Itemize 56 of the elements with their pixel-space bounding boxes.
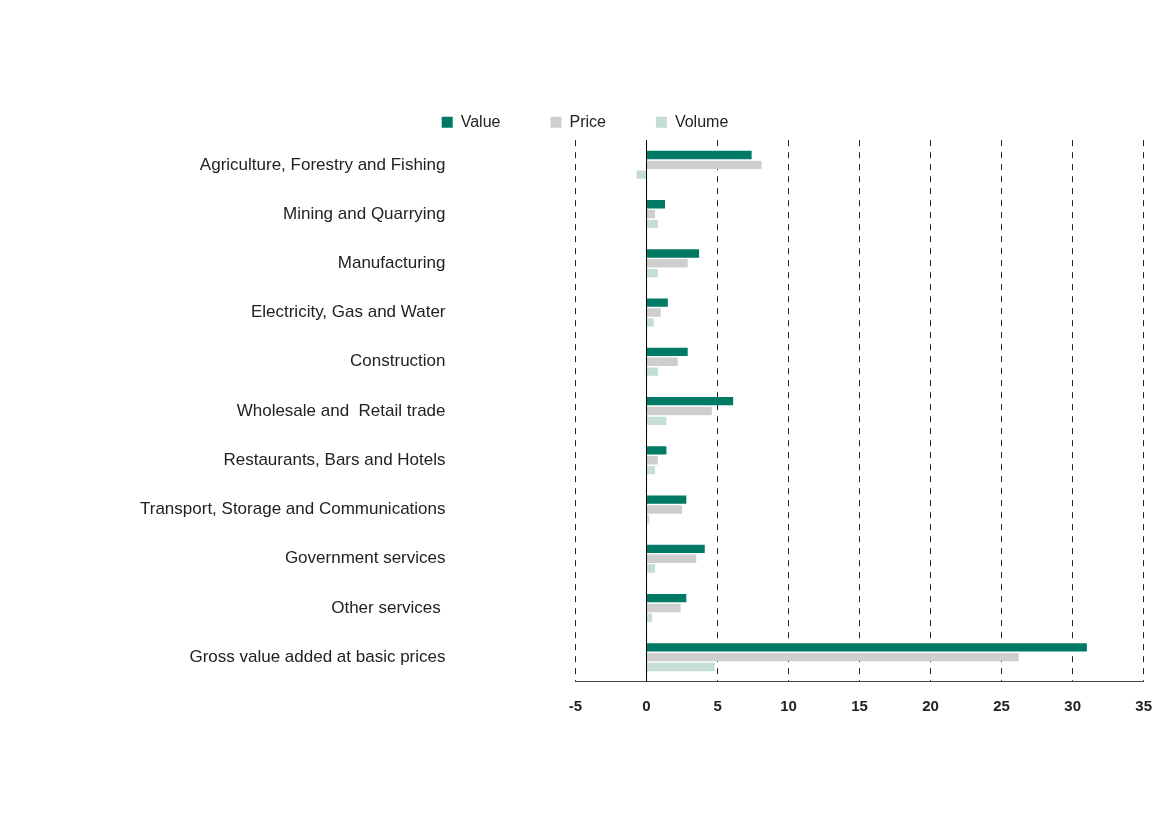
bar [647, 200, 665, 209]
bar [647, 209, 656, 219]
bar [647, 593, 687, 603]
bar [647, 298, 668, 307]
bar [647, 219, 658, 229]
bar [647, 446, 667, 455]
y-tick-label: Gross value added at basic prices [189, 646, 446, 666]
bar [647, 554, 697, 563]
x-tick-label: 25 [993, 696, 1010, 714]
bar [647, 396, 734, 406]
x-tick-label: 30 [1064, 696, 1081, 714]
x-tick-label: -5 [568, 696, 583, 714]
bar [647, 416, 667, 426]
bar [647, 564, 656, 573]
y-tick-label: Transport, Storage and Communications [139, 499, 446, 519]
bar [647, 259, 688, 268]
bar [647, 160, 762, 169]
bar [647, 495, 687, 504]
y-tick-label: Agriculture, Forestry and Fishing [199, 154, 446, 174]
bar [647, 318, 654, 327]
bar [647, 406, 712, 416]
x-tick-label: 35 [1135, 696, 1152, 714]
legend-label: Value [460, 112, 501, 130]
bar [647, 308, 661, 317]
bar [647, 544, 705, 554]
y-tick-label: Wholesale and Retail trade [236, 400, 446, 420]
y-tick-label: Restaurants, Bars and Hotels [223, 449, 446, 469]
bar [647, 268, 658, 278]
y-tick-label: Other services [331, 597, 446, 617]
x-tick-label: 0 [642, 696, 651, 714]
x-tick-label: 15 [851, 696, 868, 714]
x-tick-label: 5 [713, 696, 722, 714]
x-tick-label: 10 [780, 696, 797, 714]
y-tick-label: Government services [284, 548, 446, 568]
bar [647, 456, 658, 465]
bar [647, 662, 715, 672]
bar [647, 357, 678, 366]
bar [647, 150, 752, 160]
x-tick-label: 20 [922, 696, 939, 714]
bar [647, 643, 1087, 652]
bar [647, 653, 1019, 662]
bar [647, 505, 683, 514]
y-tick-label: Mining and Quarrying [282, 203, 446, 223]
bar [647, 603, 681, 613]
y-tick-label: Manufacturing [337, 252, 446, 272]
bar [647, 465, 656, 475]
bar [647, 613, 653, 622]
y-tick-label: Electricity, Gas and Water [250, 302, 446, 322]
bar [647, 347, 688, 357]
bar [647, 367, 658, 376]
bar [647, 515, 650, 524]
legend-label: Volume [674, 112, 729, 130]
bar [636, 170, 647, 179]
legend-label: Price [569, 112, 607, 130]
bar [647, 249, 700, 258]
y-tick-label: Construction [350, 351, 446, 371]
